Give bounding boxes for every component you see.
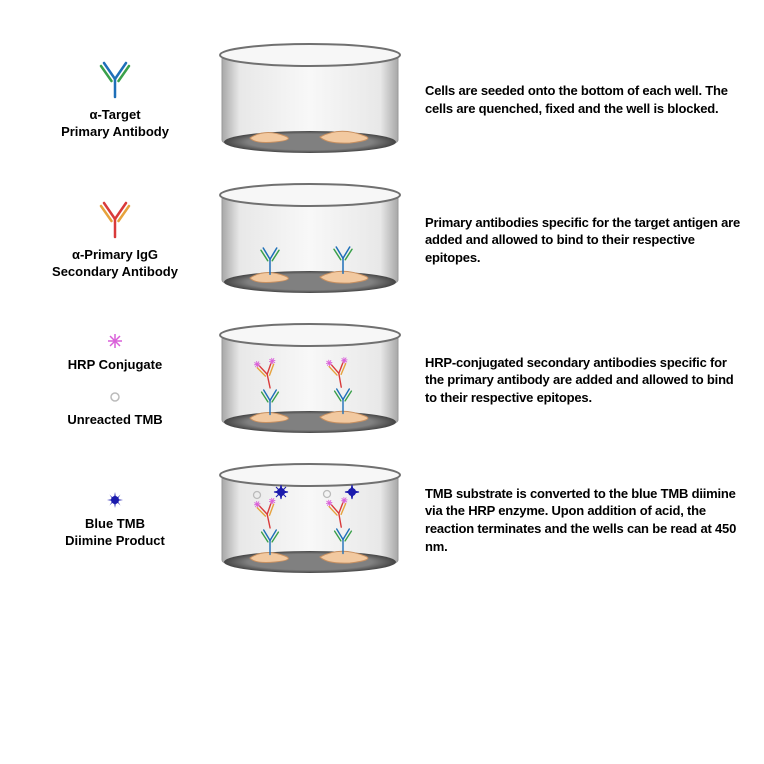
hrp-conjugate-icon [20,331,210,351]
legend-5: Blue TMB Diimine Product [20,490,210,550]
well-4 [210,460,410,580]
well-2 [210,180,410,300]
step-row-2: α-Primary IgG Secondary Antibody [20,180,744,300]
unreacted-tmb-icon [20,388,210,406]
secondary-antibody-icon [20,199,210,241]
diagram-container: α-Target Primary Antibody [0,0,764,620]
legend-4-label: Unreacted TMB [20,412,210,429]
well-1 [210,40,410,160]
legend-2: α-Primary IgG Secondary Antibody [20,199,210,281]
blue-tmb-icon [20,490,210,510]
legend-1: α-Target Primary Antibody [20,59,210,141]
well-3 [210,320,410,440]
primary-antibody-icon [20,59,210,101]
legend-5-label: Blue TMB Diimine Product [20,516,210,550]
legend-3: HRP Conjugate Unreacted TMB [20,331,210,429]
step-row-3: HRP Conjugate Unreacted TMB [20,320,744,440]
step-3-desc: HRP-conjugated secondary antibodies spec… [410,354,744,407]
legend-2-label: α-Primary IgG Secondary Antibody [20,247,210,281]
step-1-desc: Cells are seeded onto the bottom of each… [410,82,744,117]
legend-1-label: α-Target Primary Antibody [20,107,210,141]
step-row-4: Blue TMB Diimine Product [20,460,744,580]
legend-3-label: HRP Conjugate [20,357,210,374]
step-2-desc: Primary antibodies specific for the targ… [410,214,744,267]
step-4-desc: TMB substrate is converted to the blue T… [410,485,744,555]
step-row-1: α-Target Primary Antibody [20,40,744,160]
